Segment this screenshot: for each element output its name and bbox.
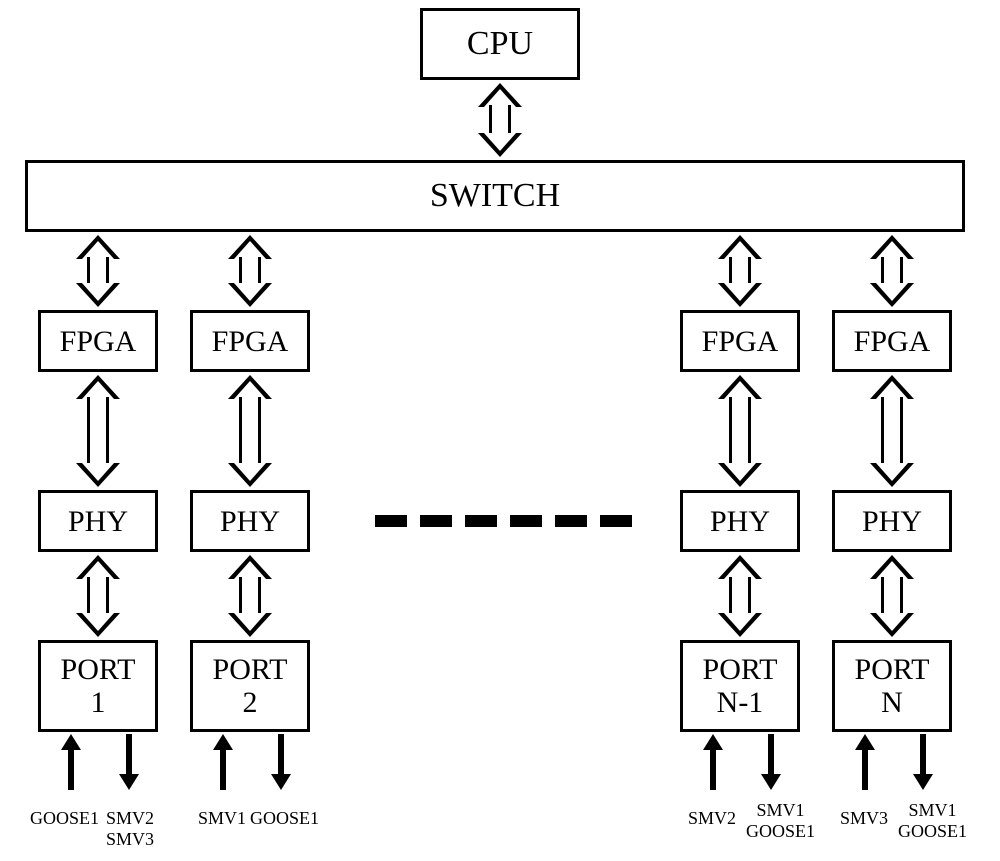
port-n-out-label: SMV1 GOOSE1	[898, 800, 967, 841]
port-2-out-arrow	[278, 734, 284, 776]
arrow-fpga-phy-2	[228, 375, 272, 487]
phy-2-label: PHY	[220, 505, 280, 538]
port-nm1-in-label: SMV2	[688, 808, 736, 829]
cpu-box: CPU	[420, 8, 580, 80]
phy-1: PHY	[38, 490, 158, 552]
ellipsis-dash	[510, 515, 542, 527]
port-n: PORT N	[832, 640, 952, 732]
port-nm1: PORT N-1	[680, 640, 800, 732]
arrow-phy-port-2	[228, 555, 272, 637]
arrow-switch-fpga-nm1	[718, 235, 762, 307]
cpu-label: CPU	[467, 25, 533, 62]
arrow-phy-port-1	[76, 555, 120, 637]
fpga-1: FPGA	[38, 310, 158, 372]
port-1-out-arrow	[126, 734, 132, 776]
port-nm1-in-arrow	[710, 748, 716, 790]
port-2-in-arrow	[220, 748, 226, 790]
arrow-fpga-phy-nm1	[718, 375, 762, 487]
arrow-fpga-phy-1	[76, 375, 120, 487]
fpga-2: FPGA	[190, 310, 310, 372]
port-1-out-label: SMV2 SMV3	[106, 808, 154, 849]
port-2-in-label: SMV1	[198, 808, 246, 829]
fpga-n-label: FPGA	[854, 325, 931, 358]
port-1-label: PORT 1	[61, 653, 136, 719]
port-2-out-label: GOOSE1	[250, 808, 319, 829]
port-nm1-out-label: SMV1 GOOSE1	[746, 800, 815, 841]
switch-box: SWITCH	[25, 160, 965, 232]
arrow-switch-fpga-2	[228, 235, 272, 307]
arrow-switch-fpga-1	[76, 235, 120, 307]
phy-n: PHY	[832, 490, 952, 552]
ellipsis-dash	[465, 515, 497, 527]
port-1: PORT 1	[38, 640, 158, 732]
port-2-label: PORT 2	[213, 653, 288, 719]
fpga-1-label: FPGA	[60, 325, 137, 358]
port-n-in-label: SMV3	[840, 808, 888, 829]
port-nm1-out-arrow	[768, 734, 774, 776]
port-nm1-label: PORT N-1	[703, 653, 778, 719]
fpga-nm1: FPGA	[680, 310, 800, 372]
ellipsis-dash	[555, 515, 587, 527]
port-2: PORT 2	[190, 640, 310, 732]
switch-label: SWITCH	[430, 177, 560, 214]
ellipsis-dash	[375, 515, 407, 527]
phy-2: PHY	[190, 490, 310, 552]
arrow-cpu-switch	[478, 83, 522, 157]
ellipsis-dash	[600, 515, 632, 527]
port-n-in-arrow	[862, 748, 868, 790]
phy-nm1-label: PHY	[710, 505, 770, 538]
port-1-in-label: GOOSE1	[30, 808, 99, 829]
phy-1-label: PHY	[68, 505, 128, 538]
fpga-nm1-label: FPGA	[702, 325, 779, 358]
fpga-n: FPGA	[832, 310, 952, 372]
port-n-out-arrow	[920, 734, 926, 776]
port-1-in-arrow	[68, 748, 74, 790]
fpga-2-label: FPGA	[212, 325, 289, 358]
arrow-phy-port-n	[870, 555, 914, 637]
arrow-switch-fpga-n	[870, 235, 914, 307]
port-n-label: PORT N	[855, 653, 930, 719]
phy-nm1: PHY	[680, 490, 800, 552]
phy-n-label: PHY	[862, 505, 922, 538]
arrow-phy-port-nm1	[718, 555, 762, 637]
arrow-fpga-phy-n	[870, 375, 914, 487]
ellipsis-dash	[420, 515, 452, 527]
